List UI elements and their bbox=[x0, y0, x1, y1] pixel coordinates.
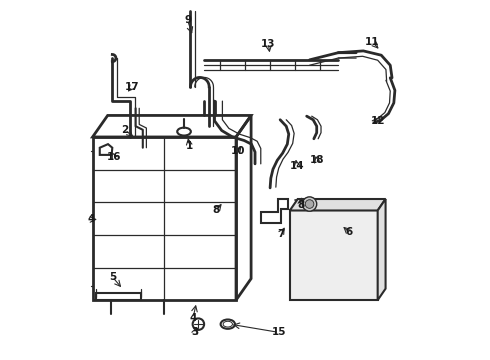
Text: 3: 3 bbox=[191, 327, 198, 337]
Text: 14: 14 bbox=[290, 161, 304, 171]
Text: 4: 4 bbox=[189, 313, 196, 323]
Polygon shape bbox=[378, 199, 386, 300]
Text: 12: 12 bbox=[370, 116, 385, 126]
Text: 16: 16 bbox=[107, 152, 122, 162]
Text: 8: 8 bbox=[213, 206, 220, 216]
Text: 7: 7 bbox=[277, 229, 285, 239]
Text: 10: 10 bbox=[231, 146, 245, 156]
Text: 9: 9 bbox=[184, 15, 191, 26]
Text: 18: 18 bbox=[310, 155, 324, 165]
Text: 4: 4 bbox=[88, 215, 95, 224]
Text: 2: 2 bbox=[121, 125, 128, 135]
Text: 1: 1 bbox=[186, 141, 193, 151]
Text: 5: 5 bbox=[109, 272, 116, 282]
Circle shape bbox=[305, 200, 314, 208]
Text: 15: 15 bbox=[272, 327, 286, 337]
Text: 17: 17 bbox=[125, 82, 139, 92]
Circle shape bbox=[302, 197, 317, 211]
Text: 13: 13 bbox=[261, 39, 275, 49]
Polygon shape bbox=[290, 211, 378, 300]
Text: 6: 6 bbox=[345, 227, 353, 237]
Polygon shape bbox=[290, 199, 386, 211]
Text: 11: 11 bbox=[365, 37, 380, 47]
Text: 8: 8 bbox=[297, 200, 304, 210]
